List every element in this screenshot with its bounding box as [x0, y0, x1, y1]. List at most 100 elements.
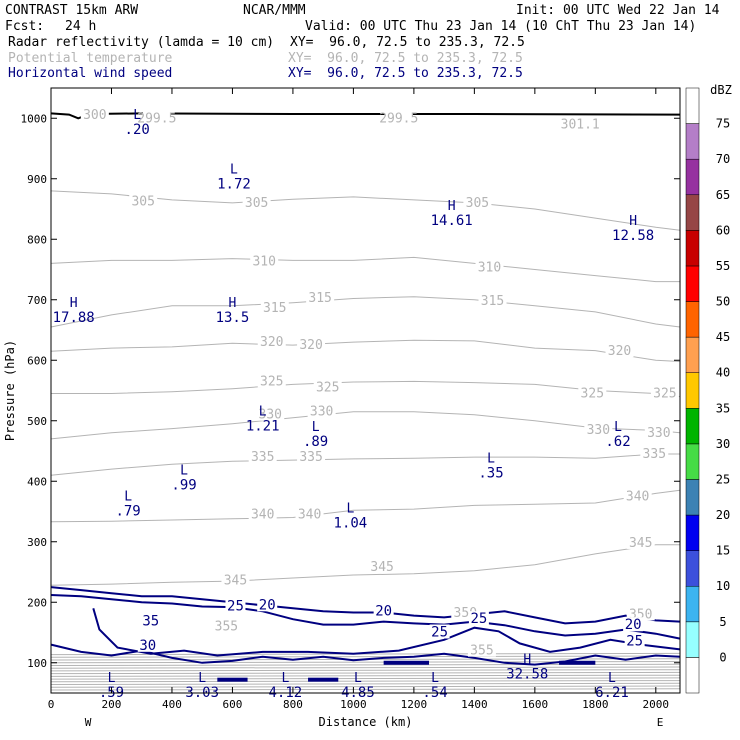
theta-label-bg: [463, 194, 492, 209]
wind-low-marker: L.35: [478, 451, 503, 481]
wind-label-bg: [137, 637, 158, 652]
wind-high-marker: H13.5: [216, 296, 250, 326]
theta-label-bg: [605, 343, 634, 358]
theta-label-bg: [467, 642, 496, 657]
x-axis-label: Distance (km): [319, 715, 413, 729]
theta-label-text: 330: [259, 408, 282, 423]
wind-low-marker: L1.72: [217, 163, 251, 193]
y-tick-label: 300: [27, 536, 47, 549]
wind-low-marker: L.99: [171, 463, 196, 493]
wind-core-segment: [559, 660, 596, 665]
y-tick-label: 200: [27, 596, 47, 609]
theta-label-text: 325: [653, 387, 676, 402]
wind-label-text: 20: [625, 617, 642, 633]
theta-label-text: 345: [370, 560, 393, 575]
theta-label-bg: [644, 424, 673, 439]
colorbar-level-label: 15: [716, 544, 730, 558]
wind-low-marker: L3.03: [185, 671, 219, 701]
fcst-label: Fcst:: [5, 19, 45, 34]
colorbar-swatch: [685, 621, 700, 658]
wind-high-marker: H12.58: [612, 214, 654, 244]
theta-label-text: 330: [587, 423, 610, 438]
x-tick-label: 0: [48, 698, 55, 711]
theta-label-text: 305: [131, 195, 154, 210]
center-name: NCAR/MMM: [243, 3, 306, 18]
x-tick-label: 2000: [643, 698, 670, 711]
x-tick-label: 800: [283, 698, 303, 711]
theta-label: 330: [644, 424, 673, 441]
field-xy-wind: XY= 96.0, 72.5 to 235.3, 72.5: [288, 66, 523, 81]
theta-label-bg: [313, 379, 342, 394]
colorbar-swatch: [685, 408, 700, 445]
theta-label-bg: [623, 488, 652, 503]
theta-contour-upper: [50, 669, 681, 672]
theta-label-bg: [212, 618, 241, 633]
theta-label: 335: [640, 446, 669, 462]
field-xy-reflectivity: XY= 96.0, 72.5 to 235.3, 72.5: [290, 35, 525, 50]
colorbar-swatch: [685, 443, 700, 480]
theta-label: 301.1: [561, 116, 600, 132]
theta-label-text: 340: [626, 489, 649, 504]
extremum-type: L: [346, 501, 354, 516]
wind-low-marker: L.62: [605, 420, 630, 450]
theta-label-bg: [257, 373, 286, 388]
colorbar-level-label: 20: [716, 508, 730, 522]
theta-contour-upper: [50, 666, 681, 669]
wind-label: 20: [623, 617, 644, 633]
wind-low-marker: L.89: [303, 420, 328, 450]
theta-label: 305: [463, 194, 492, 211]
theta-label-text: 315: [308, 291, 331, 306]
colorbar-swatch: [685, 657, 700, 694]
theta-label-bg: [478, 292, 507, 307]
theta-label: 335: [297, 449, 326, 465]
extremum-type: L: [230, 163, 238, 178]
wind-contour: [50, 586, 681, 625]
extremum-type: L: [108, 671, 116, 686]
colorbar-swatch: [685, 194, 700, 231]
extremum-type: H: [523, 653, 531, 668]
extremum-type: L: [124, 489, 132, 504]
y-axis-label: Pressure (hPa): [3, 340, 17, 441]
theta-label-bg: [578, 385, 607, 400]
theta-label-text: 320: [260, 335, 283, 350]
extremum-value: 1.04: [334, 515, 368, 531]
extremum-value: 17.88: [53, 310, 95, 326]
theta-label-bg: [650, 385, 679, 400]
theta-label-bg: [248, 449, 277, 464]
theta-label-bg: [626, 534, 655, 549]
theta-label-bg: [475, 259, 504, 274]
colorbar-level-label: 35: [716, 401, 730, 415]
theta-label: 310: [475, 259, 504, 276]
wind-label: 20: [257, 597, 278, 613]
theta-label-bg: [297, 337, 326, 352]
wind-high-marker: H17.88: [53, 296, 95, 326]
theta-label-text: 320: [608, 344, 631, 359]
theta-label-bg: [295, 506, 324, 521]
theta-contour: [50, 453, 680, 476]
theta-label-text: 355: [470, 644, 493, 659]
theta-contour-upper: [50, 680, 681, 683]
y-tick-label: 600: [27, 354, 47, 367]
wind-low-marker: L.79: [115, 489, 140, 519]
extremum-type: L: [259, 405, 267, 420]
colorbar-level-label: 0: [719, 650, 726, 664]
colorbar-unit: dBZ: [710, 83, 732, 97]
wind-low-marker: L1.21: [246, 405, 280, 435]
wind-label-text: 25: [470, 611, 487, 627]
theta-label: 320: [297, 337, 326, 353]
theta-label-text: 299.5: [137, 111, 176, 126]
colorbar-swatch: [685, 372, 700, 409]
colorbar-level-label: 75: [716, 117, 730, 131]
y-tick-label: 1000: [21, 112, 48, 125]
x-tick-label: 600: [223, 698, 243, 711]
wind-core-segment: [308, 677, 339, 682]
theta-label-text: 315: [263, 301, 286, 316]
theta-label-bg: [129, 193, 158, 208]
theta-label: 315: [260, 300, 289, 316]
theta-label-text: 340: [251, 508, 274, 523]
theta-label: 325: [313, 379, 342, 395]
theta-label-text: 335: [643, 447, 666, 462]
colorbar-swatch: [685, 87, 700, 124]
theta-contour-upper: [50, 677, 681, 680]
